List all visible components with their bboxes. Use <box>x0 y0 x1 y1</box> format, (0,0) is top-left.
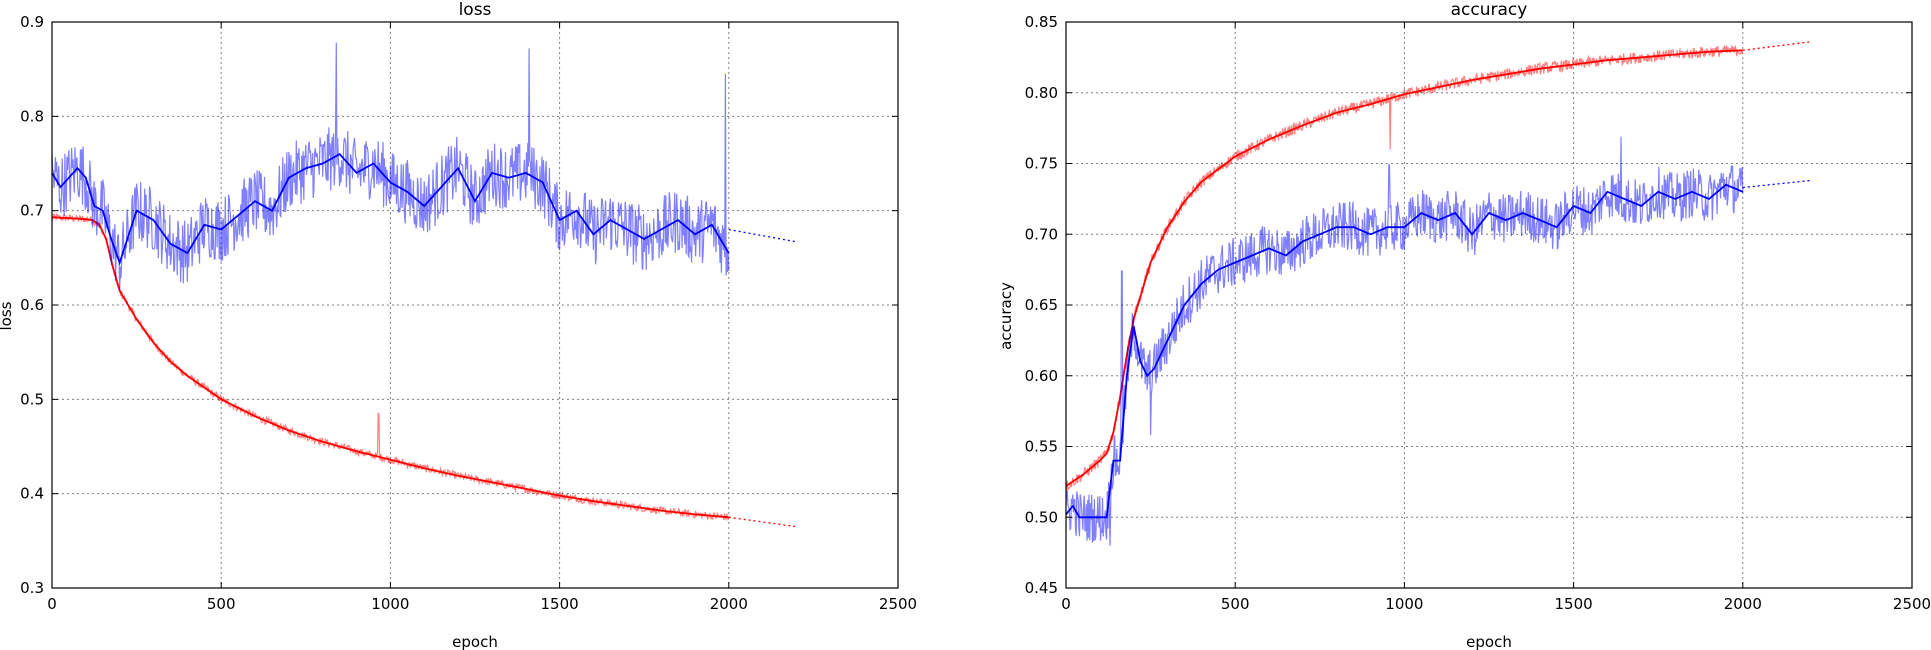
accuracy-validation-extrapolation-line <box>1742 179 1811 189</box>
loss-x-tick-label: 1000 <box>371 595 409 613</box>
loss-chart-xlabel: epoch <box>452 633 498 650</box>
accuracy-y-tick-label: 0.45 <box>1025 579 1058 597</box>
loss-chart-title: loss <box>459 0 492 20</box>
accuracy-x-tick-label: 2500 <box>1893 595 1931 613</box>
loss-train-raw-line <box>52 212 730 521</box>
accuracy-chart-xlabel: epoch <box>1466 633 1512 650</box>
loss-y-tick-label: 0.5 <box>20 390 44 408</box>
loss-train-smoothed-line <box>52 216 729 519</box>
loss-chart: loss epoch loss 0 500 1000 1500 2000 2500 0.3 0… <box>0 0 917 650</box>
loss-y-tick-label: 0.9 <box>20 13 44 31</box>
accuracy-y-tick-label: 0.60 <box>1025 367 1058 385</box>
loss-y-tick-label: 0.4 <box>20 485 44 503</box>
loss-x-tick-label: 2500 <box>879 595 917 613</box>
loss-x-tick-label: 500 <box>207 595 236 613</box>
accuracy-chart-title: accuracy <box>1451 0 1528 20</box>
accuracy-y-tick-label: 0.75 <box>1025 155 1058 173</box>
accuracy-chart: accuracy epoch accuracy 0 500 1000 1500 2000… <box>997 0 1931 650</box>
accuracy-validation-smoothed-line <box>1066 183 1744 519</box>
accuracy-x-tick-label: 2000 <box>1724 595 1762 613</box>
accuracy-train-extrapolation-line <box>1742 41 1811 51</box>
loss-validation-extrapolation-line <box>728 228 797 243</box>
loss-y-tick-label: 0.7 <box>20 202 44 220</box>
accuracy-y-tick-label: 0.70 <box>1025 225 1058 243</box>
loss-x-tick-label: 1500 <box>541 595 579 613</box>
loss-chart-ylabel: loss <box>0 301 15 330</box>
accuracy-y-tick-label: 0.50 <box>1025 508 1058 526</box>
accuracy-x-tick-label: 1000 <box>1385 595 1423 613</box>
accuracy-y-tick-label: 0.65 <box>1025 296 1058 314</box>
accuracy-train-smoothed-line <box>1066 49 1743 487</box>
accuracy-chart-ylabel: accuracy <box>997 282 1015 350</box>
loss-validation-smoothed-line <box>52 152 730 266</box>
accuracy-x-tick-label: 0 <box>1061 595 1071 613</box>
loss-validation-raw-line <box>52 42 730 291</box>
accuracy-x-tick-label: 500 <box>1221 595 1250 613</box>
loss-x-tick-label: 2000 <box>710 595 748 613</box>
accuracy-y-tick-label: 0.80 <box>1025 84 1058 102</box>
loss-y-tick-label: 0.8 <box>20 107 44 125</box>
loss-y-tick-label: 0.6 <box>20 296 44 314</box>
loss-y-tick-label: 0.3 <box>20 579 44 597</box>
loss-x-tick-label: 0 <box>47 595 57 613</box>
accuracy-x-tick-label: 1500 <box>1555 595 1593 613</box>
accuracy-y-tick-label: 0.55 <box>1025 438 1058 456</box>
accuracy-y-tick-label: 0.85 <box>1025 13 1058 31</box>
loss-train-extrapolation-line <box>728 516 797 528</box>
